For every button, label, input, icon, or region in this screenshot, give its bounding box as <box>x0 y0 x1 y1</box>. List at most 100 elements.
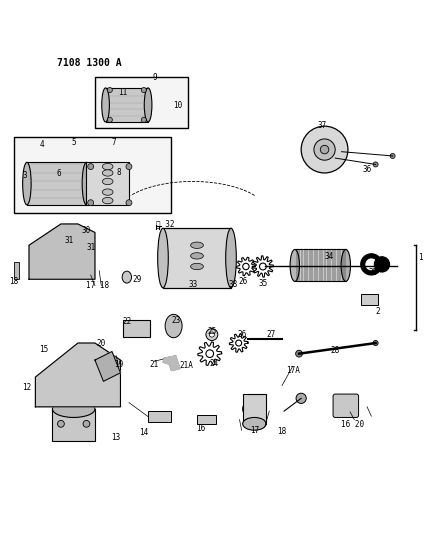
Ellipse shape <box>102 164 113 170</box>
Bar <box>95 77 188 128</box>
Circle shape <box>141 87 146 93</box>
Circle shape <box>296 393 306 403</box>
Text: 36: 36 <box>363 165 372 174</box>
Ellipse shape <box>165 314 182 338</box>
Text: 35: 35 <box>369 269 378 277</box>
Bar <box>14 137 172 213</box>
Text: 21: 21 <box>150 360 159 369</box>
Circle shape <box>57 421 64 427</box>
Ellipse shape <box>23 163 31 205</box>
Text: 38: 38 <box>229 280 238 289</box>
Circle shape <box>141 117 146 123</box>
Polygon shape <box>36 343 120 407</box>
Ellipse shape <box>226 228 236 288</box>
Text: 13: 13 <box>112 433 121 442</box>
Circle shape <box>320 146 329 154</box>
Circle shape <box>361 254 382 275</box>
Circle shape <box>107 117 113 123</box>
Text: 22: 22 <box>122 317 131 326</box>
Ellipse shape <box>190 253 203 259</box>
Bar <box>361 294 378 305</box>
Bar <box>27 163 86 205</box>
Ellipse shape <box>102 88 110 122</box>
Text: ⁠ 32: ⁠ 32 <box>156 220 174 229</box>
Text: 31: 31 <box>86 243 95 252</box>
Text: 6: 6 <box>56 169 61 179</box>
Circle shape <box>126 164 132 169</box>
Text: 27: 27 <box>267 330 276 339</box>
Circle shape <box>314 139 335 160</box>
Text: 7108 1300 A: 7108 1300 A <box>56 58 121 68</box>
FancyBboxPatch shape <box>333 394 359 417</box>
Text: 7: 7 <box>112 138 116 147</box>
Text: 9: 9 <box>152 73 157 82</box>
Bar <box>122 320 150 337</box>
Text: 17 18: 17 18 <box>86 281 109 290</box>
Circle shape <box>83 421 90 427</box>
Ellipse shape <box>209 332 214 337</box>
Text: 1: 1 <box>418 254 422 262</box>
Text: 18: 18 <box>277 426 287 435</box>
Ellipse shape <box>102 178 113 184</box>
Text: 21A: 21A <box>179 361 193 370</box>
Text: 35: 35 <box>258 279 268 288</box>
Text: 4: 4 <box>39 140 44 149</box>
Text: 30: 30 <box>82 226 91 235</box>
Ellipse shape <box>206 328 218 341</box>
Text: 11: 11 <box>118 87 127 96</box>
Circle shape <box>66 243 72 248</box>
Text: 24: 24 <box>209 359 219 368</box>
Text: 26: 26 <box>238 277 247 286</box>
Text: 16: 16 <box>196 424 206 433</box>
Circle shape <box>41 247 47 253</box>
Ellipse shape <box>122 271 131 283</box>
Text: 3: 3 <box>22 171 27 180</box>
Circle shape <box>107 87 113 93</box>
Text: 17A: 17A <box>286 366 300 375</box>
Text: 33: 33 <box>188 280 197 289</box>
Text: 20: 20 <box>97 338 106 348</box>
Circle shape <box>373 341 378 345</box>
Circle shape <box>296 350 303 357</box>
Ellipse shape <box>52 400 95 417</box>
Polygon shape <box>29 224 95 279</box>
Circle shape <box>66 369 73 376</box>
Circle shape <box>374 257 389 272</box>
Circle shape <box>373 162 378 167</box>
Text: 16 20: 16 20 <box>341 420 364 429</box>
Circle shape <box>126 200 132 206</box>
Text: 26: 26 <box>237 330 246 339</box>
Ellipse shape <box>102 189 113 195</box>
Ellipse shape <box>158 228 168 288</box>
Polygon shape <box>95 352 120 381</box>
Text: 17: 17 <box>250 426 259 435</box>
Ellipse shape <box>190 242 203 248</box>
Bar <box>197 415 216 424</box>
Text: 23: 23 <box>171 317 180 326</box>
Circle shape <box>66 268 72 274</box>
Ellipse shape <box>341 249 351 281</box>
Text: 25: 25 <box>208 327 217 336</box>
Text: 37: 37 <box>318 121 327 130</box>
Polygon shape <box>163 356 180 370</box>
Bar <box>106 88 148 122</box>
Text: 10: 10 <box>173 101 182 110</box>
Text: 14: 14 <box>139 428 149 437</box>
Text: 34: 34 <box>324 252 333 261</box>
Text: 29: 29 <box>133 274 142 284</box>
Bar <box>14 262 19 279</box>
Ellipse shape <box>243 417 266 430</box>
Ellipse shape <box>52 400 95 422</box>
Text: 8: 8 <box>116 168 121 177</box>
Circle shape <box>83 365 90 372</box>
Ellipse shape <box>102 197 113 204</box>
Bar <box>148 411 172 422</box>
Ellipse shape <box>82 163 91 205</box>
Text: 5: 5 <box>71 138 76 147</box>
Text: 2: 2 <box>375 306 380 316</box>
Circle shape <box>41 268 47 274</box>
Text: 12: 12 <box>22 383 32 392</box>
Ellipse shape <box>190 263 203 270</box>
Circle shape <box>88 200 94 206</box>
Ellipse shape <box>144 88 152 122</box>
